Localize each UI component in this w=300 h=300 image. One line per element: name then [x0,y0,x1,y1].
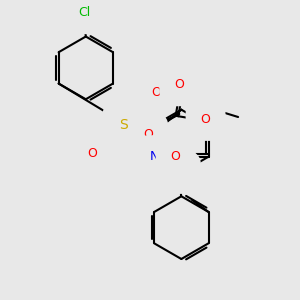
Text: Cl: Cl [78,6,90,19]
Text: N: N [149,150,159,163]
Text: O: O [87,147,97,161]
Text: N: N [177,166,186,179]
Text: O: O [171,150,181,163]
Text: O: O [144,128,153,141]
Text: O: O [151,86,161,99]
Text: O: O [201,113,211,126]
Text: O: O [174,78,184,91]
Text: S: S [119,118,128,132]
